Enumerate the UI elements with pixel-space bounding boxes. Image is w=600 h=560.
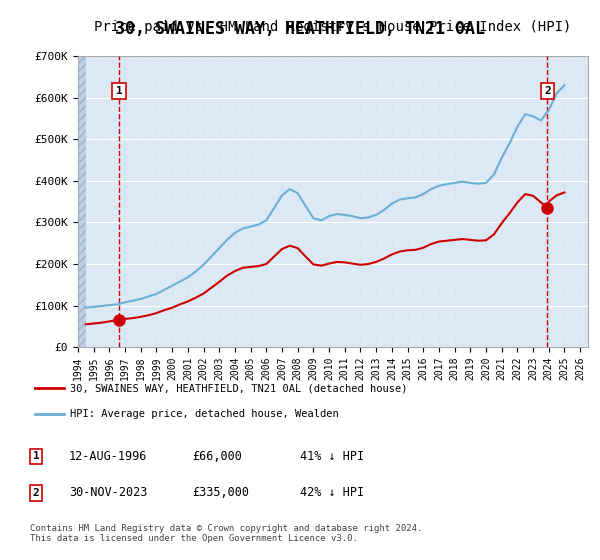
Text: 41% ↓ HPI: 41% ↓ HPI [300, 450, 364, 463]
Bar [78, 56, 86, 347]
Text: 1: 1 [116, 86, 122, 96]
Text: £66,000: £66,000 [192, 450, 242, 463]
Text: 42% ↓ HPI: 42% ↓ HPI [300, 486, 364, 500]
Text: Contains HM Land Registry data © Crown copyright and database right 2024.
This d: Contains HM Land Registry data © Crown c… [30, 524, 422, 543]
Text: 30-NOV-2023: 30-NOV-2023 [69, 486, 148, 500]
Text: 2: 2 [32, 488, 40, 498]
Text: 2: 2 [544, 86, 551, 96]
Text: 30, SWAINES WAY, HEATHFIELD, TN21 0AL (detached house): 30, SWAINES WAY, HEATHFIELD, TN21 0AL (d… [70, 383, 407, 393]
Text: HPI: Average price, detached house, Wealden: HPI: Average price, detached house, Weal… [70, 409, 338, 419]
Text: 30, SWAINES WAY, HEATHFIELD, TN21 0AL: 30, SWAINES WAY, HEATHFIELD, TN21 0AL [115, 20, 485, 38]
Text: 12-AUG-1996: 12-AUG-1996 [69, 450, 148, 463]
Text: 1: 1 [32, 451, 40, 461]
Title: Price paid vs. HM Land Registry's House Price Index (HPI): Price paid vs. HM Land Registry's House … [94, 20, 572, 34]
Text: £335,000: £335,000 [192, 486, 249, 500]
